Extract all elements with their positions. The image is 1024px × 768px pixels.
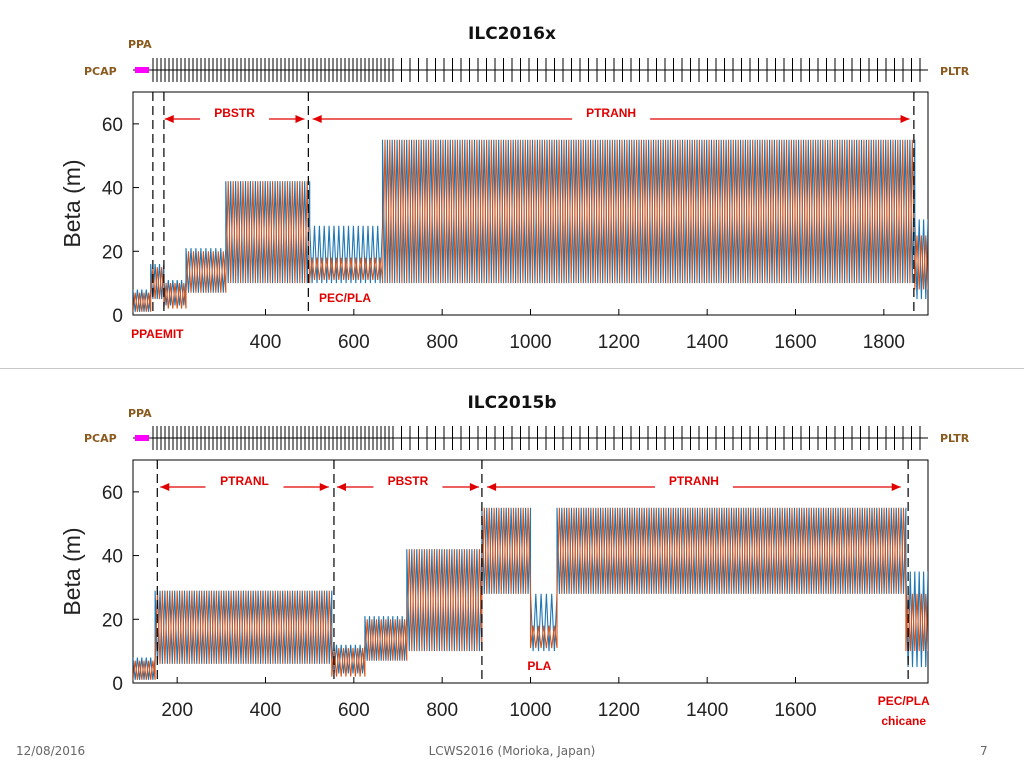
ppa-label: PPA — [128, 407, 152, 420]
x-tick-label: 800 — [426, 332, 458, 353]
y-axis-label: Beta (m) — [59, 159, 85, 247]
section-divider — [0, 368, 1024, 369]
beta-y-series — [133, 507, 928, 680]
beta-y-series — [133, 139, 928, 312]
x-tick-label: 1800 — [863, 332, 905, 353]
chart-title-ilc2016x: ILC2016x — [468, 24, 556, 44]
x-tick-label: 1600 — [774, 332, 816, 353]
footer-center: LCWS2016 (Morioka, Japan) — [428, 744, 596, 758]
point-label: PEC/PLA — [319, 291, 371, 305]
point-label: chicane — [881, 714, 926, 728]
y-tick-label: 60 — [102, 115, 123, 136]
y-tick-label: 40 — [102, 547, 123, 568]
y-tick-label: 0 — [112, 674, 123, 695]
x-tick-label: 1400 — [686, 332, 728, 353]
arrowhead-right — [469, 483, 479, 491]
lattice-bar — [133, 58, 928, 82]
page-number: 7 — [980, 744, 988, 758]
x-tick-label: 1000 — [509, 332, 551, 353]
ppa-label: PPA — [128, 38, 152, 51]
y-tick-label: 0 — [112, 306, 123, 327]
y-tick-label: 20 — [102, 242, 123, 263]
pcap-marker — [135, 67, 149, 73]
pcap-label: PCAP — [84, 65, 117, 78]
x-tick-label: 200 — [161, 700, 193, 721]
y-axis-label: Beta (m) — [59, 527, 85, 615]
point-label: PLA — [527, 659, 551, 673]
arrowhead-right — [891, 483, 901, 491]
arrowhead-left — [164, 115, 174, 123]
beta-plot-ilc2016x: 0 20 40 60 400 600 800 1000 1200 1400 1600 1800 Beta… — [59, 58, 929, 353]
arrowhead-left — [312, 115, 322, 123]
x-tick-label: 1200 — [598, 332, 640, 353]
x-tick-label: 1200 — [598, 700, 640, 721]
x-tick-label: 1600 — [774, 700, 816, 721]
y-tick-label: 40 — [102, 179, 123, 200]
region-label: PBSTR — [388, 474, 429, 488]
arrowhead-right — [900, 115, 910, 123]
x-tick-label: 600 — [338, 332, 370, 353]
pcap-label: PCAP — [84, 432, 117, 445]
lattice-bar — [133, 426, 928, 450]
arrowhead-left — [487, 483, 497, 491]
arrowhead-left — [160, 483, 170, 491]
region-label: PTRANH — [586, 106, 636, 120]
beta-plot-ilc2015b: 0 20 40 60 200 400 600 800 1000 1200 1400 1600 Beta … — [59, 426, 930, 728]
point-label: PEC/PLA — [878, 694, 930, 708]
pltr-label: PLTR — [940, 432, 970, 445]
x-tick-label: 400 — [250, 332, 282, 353]
arrowhead-right — [295, 115, 305, 123]
region-label: PBSTR — [214, 106, 255, 120]
x-tick-label: 800 — [426, 700, 458, 721]
x-tick-label: 400 — [250, 700, 282, 721]
region-label: PTRANL — [220, 474, 269, 488]
y-tick-label: 20 — [102, 610, 123, 631]
point-label: PPAEMIT — [131, 327, 184, 341]
arrowhead-left — [336, 483, 346, 491]
chart-title-ilc2015b: ILC2015b — [467, 393, 557, 413]
region-label: PTRANH — [669, 474, 719, 488]
footer-date: 12/08/2016 — [16, 744, 86, 758]
arrowhead-right — [319, 483, 329, 491]
x-tick-label: 600 — [338, 700, 370, 721]
pltr-label: PLTR — [940, 65, 970, 78]
y-tick-label: 60 — [102, 483, 123, 504]
pcap-marker — [135, 435, 149, 441]
x-tick-label: 1000 — [509, 700, 551, 721]
x-tick-label: 1400 — [686, 700, 728, 721]
